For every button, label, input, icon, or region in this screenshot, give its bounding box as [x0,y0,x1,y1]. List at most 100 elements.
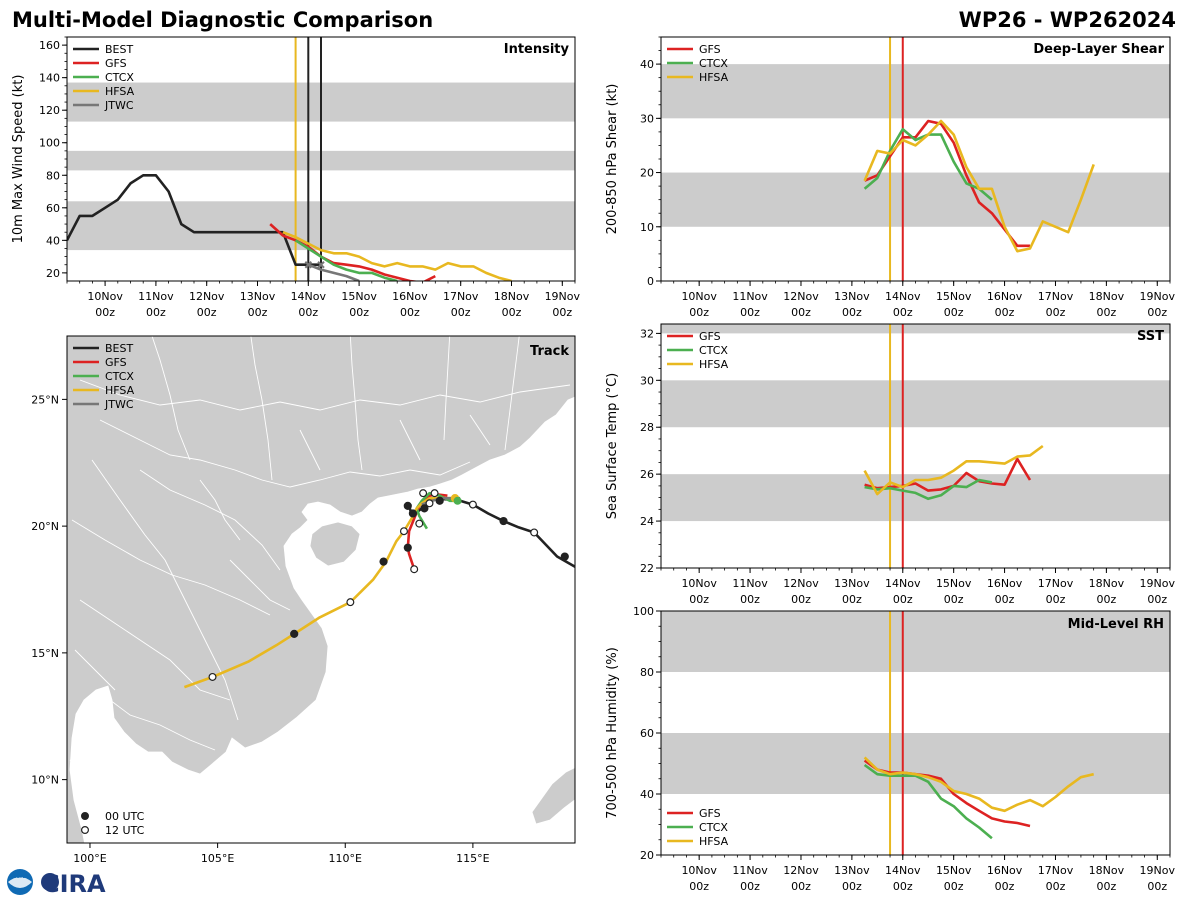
shear-series-hfsa [863,119,1095,253]
rh-xtick-label: 16Nov [987,864,1023,877]
rh-series-ctcx [863,763,993,840]
intensity-legend-label-best: BEST [105,43,133,56]
luzon-land [531,767,575,825]
track-point-00utc [290,629,299,638]
intensity-panel: 20 40 60 80 100 120 140 160 10Nov 00z 11Nov 00z 12No… [11,36,581,319]
sst-legend-label-gfs: GFS [699,330,721,343]
rh-ytick-label: 20 [640,849,654,862]
track-marker-legend-label: 12 UTC [105,824,145,837]
track-frame [66,335,576,844]
sst-band-1 [661,380,1170,428]
sst-xtick-label: 15Nov [936,577,972,590]
rh-xtick-sub: 00z [995,880,1015,893]
track-legend-label-ctcx: CTCX [105,370,134,383]
intensity-xtick-label: 14Nov [291,290,327,303]
sst-xtick-sub: 00z [1147,593,1167,606]
shear-legend-label-gfs: GFS [699,43,721,56]
intensity-xtick-label: 19Nov [545,290,581,303]
sst-xtick-sub: 00z [1096,593,1116,606]
track-legend-label-jtwc: JTWC [104,398,134,411]
intensity-xtick-sub: 00z [248,306,268,319]
intensity-legend-label-gfs: GFS [105,57,127,70]
sst-ytick-label: 22 [640,562,654,575]
shear-ytick-label: 10 [640,221,654,234]
shear-xtick-sub: 00z [944,306,964,319]
sst-xtick-label: 14Nov [885,577,921,590]
sst-series-gfs [864,457,1032,492]
sst-xtick-label: 19Nov [1140,577,1176,590]
intensity-xtick-sub: 00z [502,306,522,319]
sst-plot-area [661,324,1170,568]
rh-xtick-sub: 00z [1096,880,1116,893]
rh-legend-label-hfsa: HFSA [699,835,729,848]
sst-xtick-label: 13Nov [834,577,870,590]
rh-xtick-label: 10Nov [681,864,717,877]
shear-xtick-label: 19Nov [1140,290,1176,303]
intensity-ytick-label: 40 [46,234,60,247]
intensity-xtick-sub: 00z [146,306,166,319]
intensity-marker-1 [317,261,325,269]
shear-ytick-label: 20 [640,167,654,180]
track-ytick-label: 15°N [31,647,59,660]
shear-xtick-label: 11Nov [732,290,768,303]
sst-band-2 [661,324,1170,334]
intensity-marker-0 [304,261,313,269]
sst-ylabel: Sea Surface Temp (°C) [605,373,620,520]
shear-ytick-label: 30 [640,112,654,125]
shear-ylabel: 200-850 hPa Shear (kt) [605,84,620,235]
rh-xtick-label: 12Nov [783,864,819,877]
rh-xtick-label: 13Nov [834,864,870,877]
intensity-series-jtwc [307,263,360,281]
intensity-xtick-label: 17Nov [443,290,479,303]
sst-xtick-label: 18Nov [1089,577,1125,590]
track-series-ctcx [415,491,461,530]
shear-ytick-label: 0 [647,275,654,288]
track-point-00utc [403,543,412,552]
sst-xtick-sub: 00z [791,593,811,606]
shear-legend-label-hfsa: HFSA [699,71,729,84]
track-axes: 100°E 105°E 110°E 115°E 10°N 15°N 20°N 25°N Trac… [31,342,569,865]
track-xtick-label: 110°E [329,852,362,865]
sst-frame [660,323,1171,569]
rh-panel: 20 40 60 80 100 10Nov 00z 11Nov 00z 12Nov 00z 13Nov… [605,605,1175,893]
intensity-xtick-label: 15Nov [341,290,377,303]
track-ytick-label: 10°N [31,774,59,787]
track-point-00utc [499,516,508,526]
shear-xtick-sub: 00z [791,306,811,319]
track-legend-label-hfsa: HFSA [105,384,135,397]
shear-xtick-sub: 00z [1147,306,1167,319]
hainan-land [309,521,361,567]
rh-xtick-label: 14Nov [885,864,921,877]
shear-xtick-sub: 00z [1046,306,1066,319]
track-title: Track [530,344,569,359]
rh-title: Mid-Level RH [1068,617,1164,632]
border-lines [69,336,571,811]
sst-panel: 22 24 26 28 30 32 10Nov 00z 11Nov 00z 12Nov 00z 13No… [605,323,1176,606]
intensity-series-ctcx [294,239,398,281]
rh-ylabel: 700-500 hPa Humidity (%) [605,647,620,819]
sst-band-0 [661,474,1170,522]
track-legend-label-gfs: GFS [105,356,127,369]
intensity-xtick-sub: 00z [451,306,471,319]
noaa-bird-icon [8,877,32,888]
intensity-legend-label-ctcx: CTCX [105,71,134,84]
sst-xtick-sub: 00z [1046,593,1066,606]
intensity-ytick-label: 60 [46,202,60,215]
sst-xtick-label: 16Nov [987,577,1023,590]
shear-xtick-label: 13Nov [834,290,870,303]
track-ytick-label: 20°N [31,520,59,533]
rh-xtick-sub: 00z [791,880,811,893]
sst-legend-label-hfsa: HFSA [699,358,729,371]
track-point-12utc [415,519,424,528]
shear-xtick-label: 14Nov [885,290,921,303]
rh-xtick-label: 18Nov [1089,864,1125,877]
shear-xtick-sub: 00z [740,306,760,319]
shear-xtick-label: 18Nov [1089,290,1125,303]
shear-plot-area [661,37,1170,281]
shear-xtick-label: 16Nov [987,290,1023,303]
track-point-12utc [468,500,477,509]
intensity-legend-label-hfsa: HFSA [105,85,135,98]
intensity-ytick-label: 140 [39,72,60,85]
intensity-title: Intensity [504,42,570,57]
intensity-xtick-sub: 00z [400,306,420,319]
